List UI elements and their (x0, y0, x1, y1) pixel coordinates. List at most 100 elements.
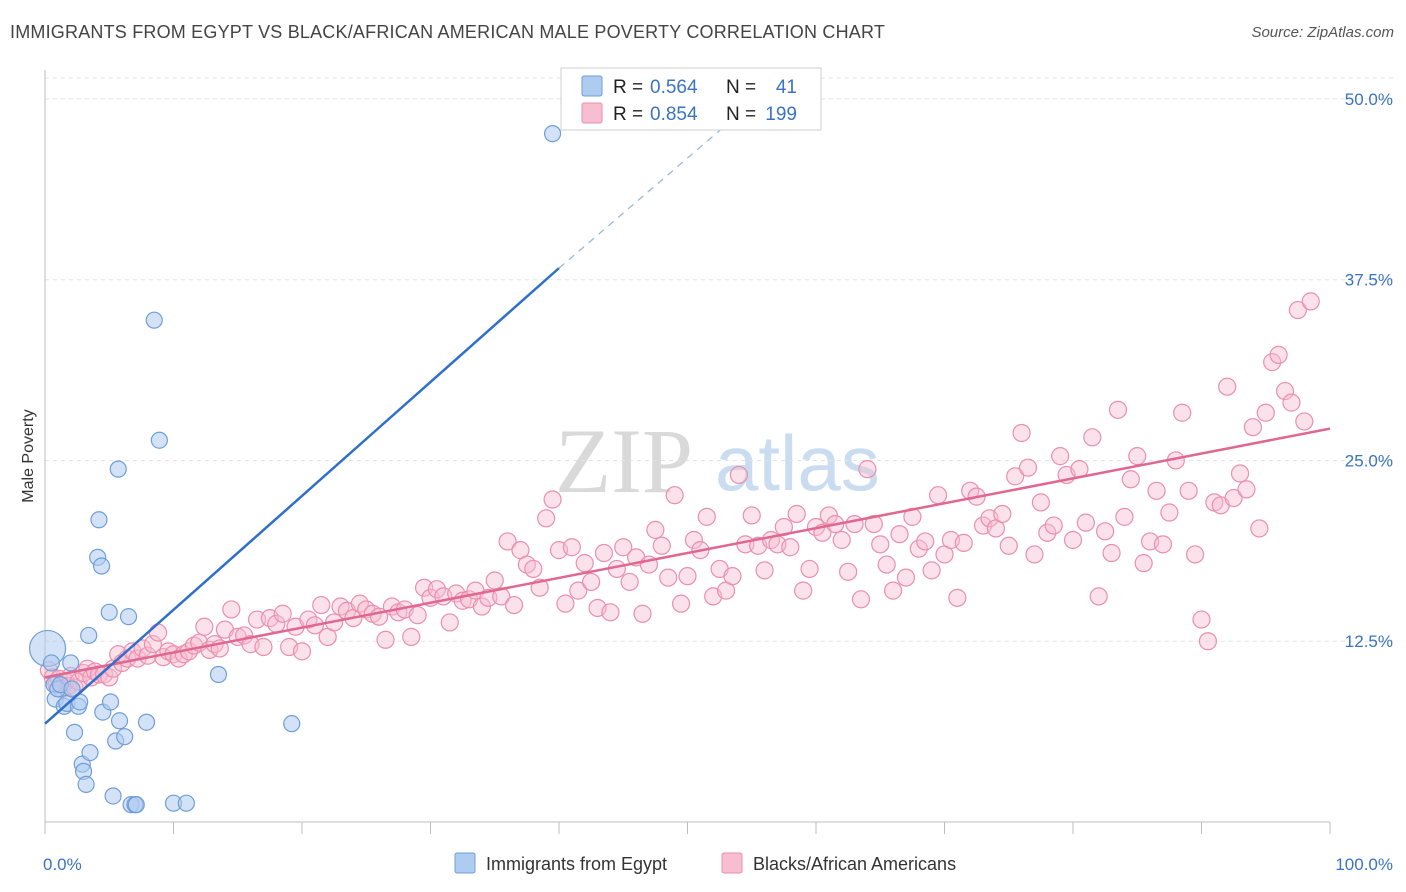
data-point-black (1018, 458, 1038, 477)
data-point-black (485, 571, 504, 590)
data-point-egypt (100, 603, 118, 621)
x-tick-label: 100.0% (1335, 855, 1393, 874)
data-point-egypt (543, 125, 562, 143)
data-point-black (877, 555, 896, 574)
data-point-egypt (80, 626, 98, 645)
data-point-black (787, 504, 806, 524)
data-point-egypt (63, 680, 81, 698)
chart-title: IMMIGRANTS FROM EGYPT VS BLACK/AFRICAN A… (10, 22, 886, 42)
data-point-egypt (62, 654, 80, 672)
data-point-egypt (116, 728, 134, 746)
data-point-egypt (283, 715, 301, 733)
y-tick-label: 50.0% (1345, 90, 1393, 109)
data-point-black (543, 490, 562, 509)
data-point-egypt (137, 713, 156, 731)
data-point-black (1096, 522, 1115, 541)
data-point-egypt (119, 608, 138, 626)
data-point-black (1250, 519, 1269, 538)
bottom-legend-swatch-black (721, 852, 743, 874)
data-point-egypt (77, 775, 95, 794)
data-point-black (1031, 493, 1050, 512)
bottom-legend-swatch-egypt (454, 852, 476, 874)
data-point-black (427, 580, 447, 599)
legend-r-egypt: 0.564 (650, 77, 698, 98)
data-point-black (800, 559, 819, 579)
legend-n-egypt: 41 (776, 77, 797, 98)
data-point-black (1269, 345, 1288, 364)
data-point-black (916, 532, 935, 551)
data-point-black (1185, 545, 1205, 564)
data-point-black (954, 533, 973, 552)
data-point-black (633, 604, 652, 623)
legend-r-label-egypt: R = (613, 77, 643, 98)
data-point-black (1051, 447, 1070, 466)
data-point-egypt (127, 796, 145, 814)
bottom-legend-egypt: Immigrants from Egypt (486, 854, 667, 874)
data-point-black (1282, 393, 1301, 412)
data-point-black (1083, 428, 1102, 447)
data-point-black (292, 642, 312, 661)
data-point-black (1224, 488, 1243, 508)
data-point-black (723, 567, 742, 586)
data-point-black (504, 595, 524, 615)
data-point-black (890, 525, 909, 544)
y-axis-label: Male Poverty (20, 409, 37, 502)
trend-line-black (44, 427, 1331, 679)
x-tick-labels: 0.0% 100.0% (43, 855, 1393, 874)
data-point-black (1275, 381, 1295, 401)
data-point-egypt (145, 311, 163, 329)
data-point-black (1121, 470, 1140, 489)
legend-n-label-egypt: N = (726, 77, 756, 98)
data-point-black (312, 595, 331, 615)
series-legend: Immigrants from Egypt Blacks/African Ame… (454, 852, 956, 874)
data-point-black (993, 504, 1012, 524)
data-point-black (851, 590, 871, 609)
data-point-black (1012, 423, 1031, 443)
data-point-black (575, 554, 594, 573)
data-point-black (729, 465, 749, 485)
data-point-black (1063, 530, 1083, 550)
data-point-egypt (92, 557, 111, 575)
data-point-black (100, 668, 119, 687)
data-point-egypt (150, 431, 168, 449)
data-point-black (222, 600, 241, 619)
data-point-black (1263, 353, 1282, 372)
data-point-black (665, 486, 684, 505)
data-point-black (659, 568, 678, 587)
data-point-black (524, 559, 543, 579)
data-point-egypt (109, 460, 127, 478)
trend-lines (44, 69, 1331, 725)
data-point-black (1134, 554, 1153, 573)
data-point-black (254, 637, 273, 657)
data-point-black (999, 536, 1018, 555)
y-tick-label: 37.5% (1345, 271, 1393, 290)
data-point-black (273, 604, 292, 623)
legend-r-label-black: R = (613, 104, 643, 125)
axes (44, 70, 1331, 834)
data-point-black (1115, 507, 1134, 526)
correlation-legend: R = 0.564 N = 41 R = 0.854 N = 199 (560, 67, 822, 131)
data-point-black (1256, 403, 1275, 422)
data-point-black (614, 538, 633, 557)
data-point-black (1295, 412, 1314, 431)
legend-n-label-black: N = (726, 104, 756, 125)
data-point-black (1230, 464, 1250, 483)
data-point-black (896, 568, 916, 587)
data-point-black (1301, 292, 1320, 311)
data-point-egypt (177, 794, 195, 812)
source-label: Source: ZipAtlas.com (1251, 24, 1394, 41)
data-point-black (1243, 418, 1263, 437)
data-point-black (556, 594, 575, 613)
data-point-black (864, 514, 883, 534)
data-point-black (1025, 545, 1044, 564)
data-point-black (858, 460, 877, 479)
data-point-egypt (81, 743, 99, 762)
watermark: ZIP atlas (555, 410, 880, 512)
legend-r-black: 0.854 (650, 104, 698, 125)
data-point-black (402, 627, 421, 646)
data-point-black (601, 603, 620, 622)
data-point-black (794, 581, 813, 600)
data-point-black (537, 509, 556, 528)
y-tick-label: 25.0% (1345, 451, 1393, 470)
